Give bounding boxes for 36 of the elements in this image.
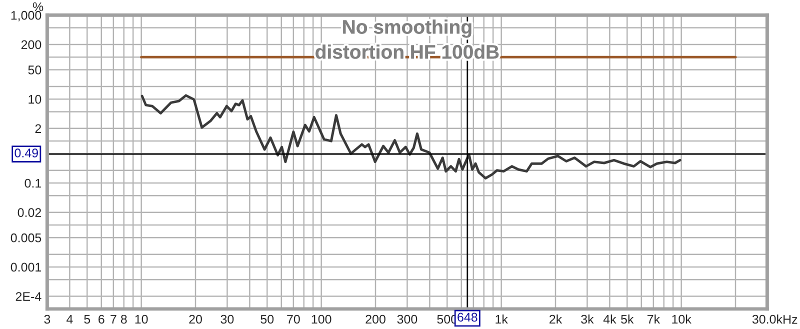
y-tick-label: 0.001	[10, 262, 42, 272]
x-tick-label: 100	[312, 314, 332, 324]
x-tick-label: 300	[397, 314, 418, 324]
x-tick-label: 2k	[550, 314, 562, 324]
x-tick-label: 5k	[621, 314, 634, 324]
ref-line-label: 648	[458, 312, 478, 322]
x-tick-label: 50	[260, 314, 274, 324]
y-tick-label: 200	[21, 40, 42, 50]
y-tick-label: 50	[28, 66, 42, 74]
y-tick-label: 2E-4	[16, 292, 42, 301]
y-tick-label: 0.1	[24, 178, 42, 188]
x-tick-label: 7k	[647, 314, 660, 324]
x-tick-label: 4k	[603, 314, 616, 324]
x-tick-label: 10k	[672, 314, 692, 324]
x-tick-label: 8	[120, 314, 127, 324]
x-tick-label: 200	[366, 314, 386, 324]
x-tick-label: 30	[220, 314, 234, 324]
x-tick-label: 20	[189, 314, 202, 324]
x-tick-label: 10	[135, 314, 148, 324]
ref-line-label: 0.49	[14, 148, 38, 158]
x-tick-label: 5	[84, 314, 90, 324]
x-tick-label: 70	[287, 314, 300, 324]
x-tick-label: 30.0k	[752, 314, 783, 324]
y-tick-label: 0.02	[18, 208, 42, 218]
y-tick-label: 1,000	[11, 10, 42, 22]
y-tick-label: 2	[35, 124, 42, 133]
x-axis-title: Hz	[784, 315, 798, 324]
x-tick-label: 3k	[581, 314, 594, 324]
y-axis-title: %	[32, 2, 44, 12]
y-tick-label: 10	[28, 94, 42, 104]
x-tick-label: 1k	[496, 314, 508, 324]
x-tick-label: 6	[98, 314, 104, 324]
x-tick-label: 7	[110, 314, 116, 324]
x-tick-label: 4	[66, 314, 73, 324]
x-tick-label: 3	[44, 314, 50, 324]
y-tick-label: 0.005	[10, 233, 42, 242]
